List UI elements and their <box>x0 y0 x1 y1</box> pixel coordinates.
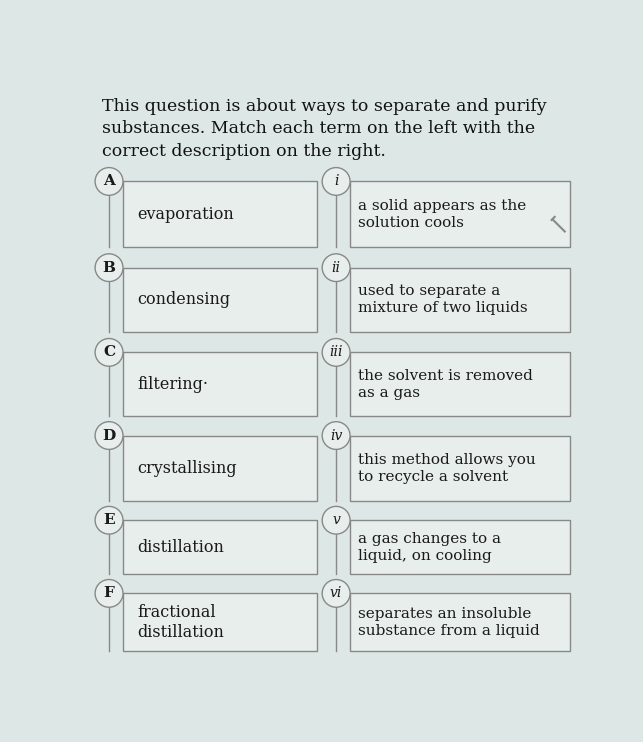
FancyBboxPatch shape <box>123 182 317 247</box>
Text: separates an insoluble
substance from a liquid: separates an insoluble substance from a … <box>358 607 539 638</box>
FancyBboxPatch shape <box>123 268 317 332</box>
Circle shape <box>95 580 123 607</box>
Text: vi: vi <box>330 586 342 600</box>
Circle shape <box>95 338 123 367</box>
FancyBboxPatch shape <box>350 182 570 247</box>
Text: crystallising: crystallising <box>137 460 237 477</box>
Text: iii: iii <box>329 345 343 359</box>
Text: A: A <box>103 174 115 188</box>
Text: the solvent is removed
as a gas: the solvent is removed as a gas <box>358 369 532 400</box>
Text: E: E <box>104 513 115 528</box>
Circle shape <box>95 421 123 450</box>
Text: iv: iv <box>330 429 342 442</box>
FancyBboxPatch shape <box>123 520 317 574</box>
Text: a solid appears as the
solution cools: a solid appears as the solution cools <box>358 199 526 230</box>
FancyBboxPatch shape <box>350 436 570 501</box>
FancyBboxPatch shape <box>123 436 317 501</box>
Text: condensing: condensing <box>137 291 230 308</box>
Circle shape <box>322 580 350 607</box>
Circle shape <box>95 506 123 534</box>
Text: This question is about ways to separate and purify
substances. Match each term o: This question is about ways to separate … <box>102 98 547 160</box>
Text: distillation: distillation <box>137 539 224 556</box>
Text: v: v <box>332 513 340 528</box>
Circle shape <box>322 338 350 367</box>
Circle shape <box>322 168 350 195</box>
Text: D: D <box>102 429 116 442</box>
Text: used to separate a
mixture of two liquids: used to separate a mixture of two liquid… <box>358 284 527 315</box>
Text: fractional
distillation: fractional distillation <box>137 604 224 640</box>
FancyBboxPatch shape <box>123 352 317 416</box>
Text: B: B <box>102 260 116 275</box>
Circle shape <box>95 168 123 195</box>
FancyBboxPatch shape <box>350 594 570 651</box>
Text: a gas changes to a
liquid, on cooling: a gas changes to a liquid, on cooling <box>358 531 501 563</box>
FancyBboxPatch shape <box>123 594 317 651</box>
Circle shape <box>322 421 350 450</box>
Text: this method allows you
to recycle a solvent: this method allows you to recycle a solv… <box>358 453 536 484</box>
Text: evaporation: evaporation <box>137 206 233 223</box>
Circle shape <box>322 254 350 281</box>
Text: F: F <box>104 586 114 600</box>
Text: filtering·: filtering· <box>137 376 208 393</box>
Text: i: i <box>334 174 338 188</box>
FancyBboxPatch shape <box>350 352 570 416</box>
Text: C: C <box>103 345 115 359</box>
FancyBboxPatch shape <box>350 268 570 332</box>
Text: ii: ii <box>332 260 341 275</box>
Circle shape <box>95 254 123 281</box>
FancyBboxPatch shape <box>350 520 570 574</box>
Circle shape <box>322 506 350 534</box>
